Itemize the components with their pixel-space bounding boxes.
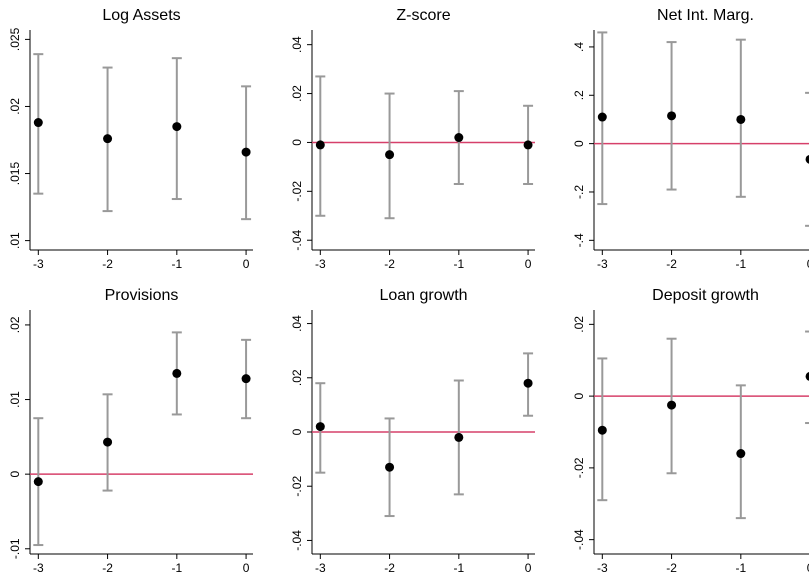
y-tick-label: -.02 — [290, 476, 304, 497]
y-tick-label: .04 — [290, 315, 304, 332]
y-tick-label: 0 — [572, 392, 586, 399]
y-tick-label: .01 — [8, 391, 22, 408]
x-tick-label: -2 — [384, 561, 395, 575]
y-tick-label: 0 — [290, 428, 304, 435]
point-estimate — [805, 154, 809, 164]
x-tick-label: 0 — [243, 257, 250, 271]
y-tick-label: -.02 — [572, 457, 586, 478]
x-tick-label: 0 — [525, 561, 532, 575]
y-tick-label: -.01 — [8, 538, 22, 559]
point-estimate — [103, 134, 113, 144]
point-estimate — [241, 374, 251, 384]
y-tick-label: .02 — [290, 85, 304, 102]
point-estimate — [172, 368, 182, 378]
point-estimate — [103, 437, 113, 447]
y-tick-label: .02 — [290, 369, 304, 386]
point-estimate — [597, 425, 607, 435]
panel-title: Log Assets — [102, 7, 180, 24]
x-tick-label: -2 — [666, 561, 677, 575]
x-tick-label: -1 — [453, 561, 464, 575]
y-tick-label: .2 — [572, 90, 586, 100]
point-estimate — [523, 378, 533, 388]
y-tick-label: -.04 — [290, 230, 304, 251]
x-tick-label: -2 — [102, 561, 113, 575]
y-tick-label: -.2 — [572, 185, 586, 199]
point-estimate — [597, 112, 607, 122]
y-tick-label: .025 — [8, 27, 22, 51]
x-tick-label: -2 — [666, 257, 677, 271]
y-tick-label: 0 — [290, 139, 304, 146]
x-tick-label: -1 — [735, 561, 746, 575]
y-tick-label: .02 — [8, 316, 22, 333]
x-tick-label: -3 — [597, 257, 608, 271]
point-estimate — [805, 372, 809, 381]
x-tick-label: -3 — [33, 561, 44, 575]
x-tick-label: -1 — [735, 257, 746, 271]
point-estimate — [454, 432, 464, 442]
point-estimate — [33, 477, 43, 487]
y-tick-label: .02 — [8, 98, 22, 115]
point-estimate — [385, 150, 395, 160]
y-tick-label: -.04 — [290, 530, 304, 551]
x-tick-label: -2 — [102, 257, 113, 271]
x-tick-label: 0 — [807, 561, 809, 575]
y-tick-label: .02 — [572, 316, 586, 333]
point-estimate — [667, 400, 677, 410]
y-tick-label: -.04 — [572, 529, 586, 550]
x-tick-label: -3 — [315, 257, 326, 271]
y-tick-label: .015 — [8, 162, 22, 186]
y-tick-label: .4 — [572, 42, 586, 52]
point-estimate — [454, 133, 464, 143]
y-tick-label: .01 — [8, 232, 22, 249]
x-tick-label: -3 — [597, 561, 608, 575]
panel-title: Provisions — [105, 287, 179, 304]
x-tick-label: -2 — [384, 257, 395, 271]
panel-title: Loan growth — [379, 287, 467, 304]
point-estimate — [736, 114, 746, 124]
point-estimate — [523, 140, 533, 150]
x-tick-label: -1 — [171, 561, 182, 575]
point-estimate — [385, 462, 395, 472]
y-tick-label: -.02 — [290, 181, 304, 202]
point-estimate — [241, 147, 251, 157]
point-estimate — [667, 111, 677, 121]
x-tick-label: -1 — [453, 257, 464, 271]
panel-title: Deposit growth — [652, 287, 759, 304]
x-tick-label: 0 — [243, 561, 250, 575]
y-tick-label: 0 — [8, 471, 22, 478]
y-tick-label: .04 — [290, 36, 304, 53]
point-estimate — [736, 449, 746, 459]
point-estimate — [315, 422, 325, 432]
x-tick-label: -1 — [171, 257, 182, 271]
point-estimate — [172, 122, 182, 132]
y-tick-label: 0 — [572, 140, 586, 147]
y-tick-label: -.4 — [572, 233, 586, 247]
x-tick-label: 0 — [525, 257, 532, 271]
point-estimate — [33, 118, 43, 128]
panel-title: Z-score — [396, 7, 450, 24]
x-tick-label: -3 — [33, 257, 44, 271]
x-tick-label: -3 — [315, 561, 326, 575]
panel-title: Net Int. Marg. — [657, 7, 754, 24]
point-estimate — [315, 140, 325, 150]
x-tick-label: 0 — [807, 257, 809, 271]
